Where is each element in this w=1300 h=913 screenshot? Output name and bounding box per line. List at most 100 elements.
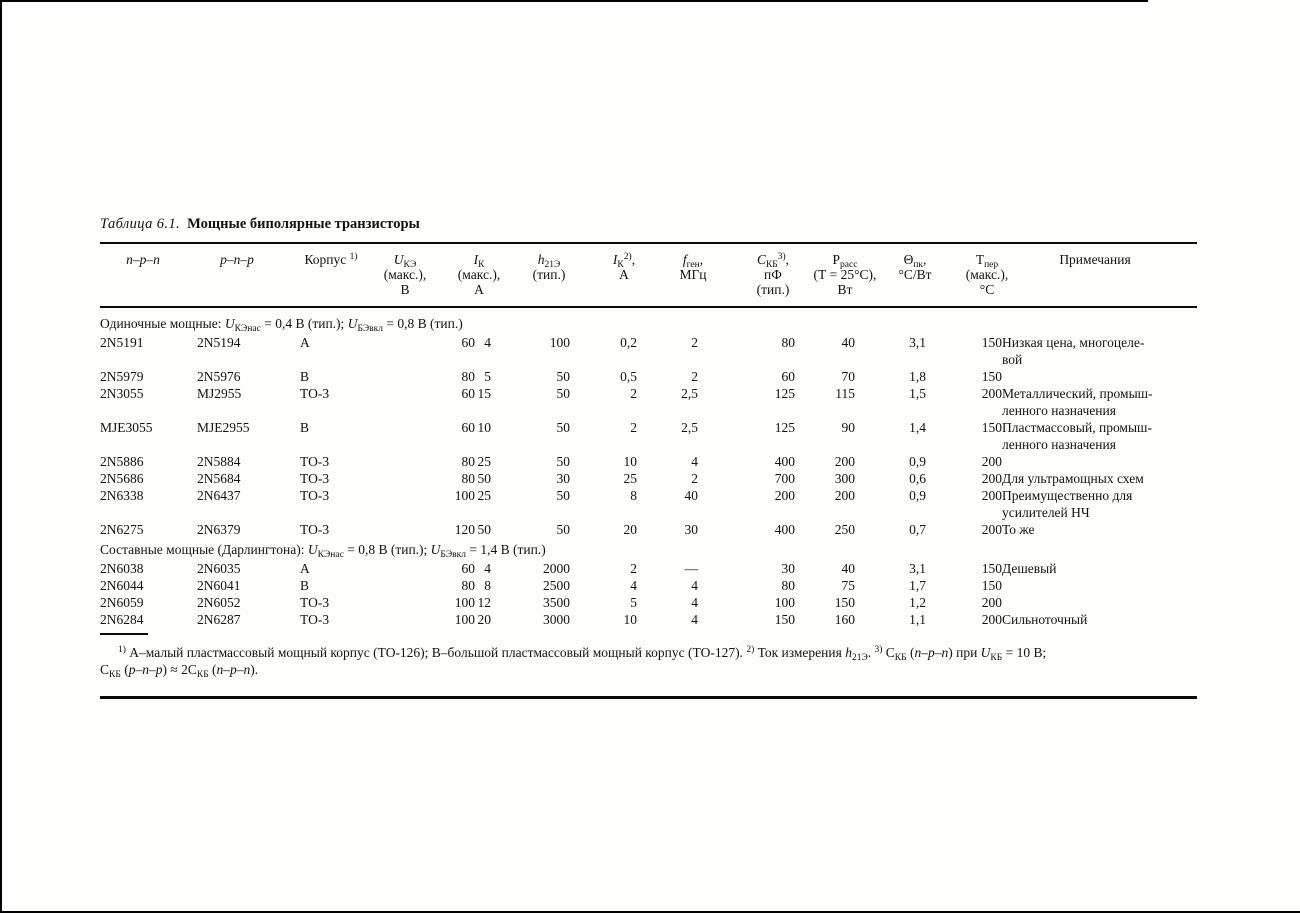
table-cell: ТО-3 bbox=[300, 454, 330, 469]
table-header-row: n–p–n p–n–p Корпус 1) UКЭ (макс.), В IК (ма… bbox=[0, 252, 1300, 306]
table-cell: 2 bbox=[691, 369, 698, 384]
table-row: 2N6275 2N6379 ТО-3 120 50 50 20 30 400 250 0,7 200 Т… bbox=[100, 521, 1197, 538]
table-cell: 4 bbox=[630, 578, 637, 593]
table-cell: 2N5194 bbox=[197, 335, 241, 350]
table-row: 2N6044 2N6041 В 80 8 2500 4 4 80 75 1,7 150 bbox=[100, 577, 1197, 594]
footnote: 1) А–малый пластмассовый мощный корпус (… bbox=[100, 645, 1047, 680]
table-cell: 20 bbox=[477, 612, 492, 627]
table-cell: 2N5886 bbox=[100, 454, 144, 469]
col-header-notes: Примечания bbox=[1059, 252, 1131, 267]
table-cell: 1,8 bbox=[909, 369, 926, 384]
table-cell: 2N6041 bbox=[197, 578, 241, 593]
table-cell: То же bbox=[1002, 522, 1035, 537]
table-cell: 0,9 bbox=[909, 488, 926, 503]
table-cell: 200 bbox=[774, 488, 795, 503]
table-cell: 2500 bbox=[543, 578, 570, 593]
table-cell: 150 bbox=[981, 578, 1002, 593]
table-cell: 100 bbox=[454, 595, 475, 610]
table-cell: 0,9 bbox=[909, 454, 926, 469]
section-header-label: Одиночные мощные: UКЭнас = 0,4 В (тип.);… bbox=[100, 316, 463, 334]
table-cell: 80 bbox=[781, 335, 796, 350]
table-cell: В bbox=[300, 369, 310, 384]
table-cell: 2N6338 bbox=[100, 488, 144, 503]
table-cell: В bbox=[300, 578, 310, 593]
table-cell: ТО-3 bbox=[300, 386, 330, 401]
table-cell: ТО-3 bbox=[300, 488, 330, 503]
table-cell: 100 bbox=[454, 488, 475, 503]
table-cell: 150 bbox=[981, 369, 1002, 384]
table-cell: 3,1 bbox=[909, 335, 926, 350]
table-row: 2N6338 2N6437 ТО-3 100 25 50 8 40 200 200 0,9 200 Пр… bbox=[100, 487, 1197, 521]
table-cell: 50 bbox=[556, 522, 571, 537]
table-cell: 60 bbox=[461, 335, 476, 350]
table-cell: 2N6437 bbox=[197, 488, 241, 503]
table-cell: 4 bbox=[484, 561, 491, 576]
table-cell: 80 bbox=[461, 578, 476, 593]
table-cell: 200 bbox=[981, 612, 1002, 627]
table-cell: 1,5 bbox=[909, 386, 926, 401]
table-cell: 12 bbox=[477, 595, 492, 610]
table-cell: ТО-3 bbox=[300, 471, 330, 486]
col-header-fgen: fген, МГц bbox=[679, 252, 707, 282]
col-header-ik-meas: IК2), А bbox=[612, 252, 636, 282]
col-header-tper: Тпер (макс.), °С bbox=[965, 252, 1009, 297]
table-cell: 200 bbox=[981, 488, 1002, 503]
table-cell: 50 bbox=[556, 454, 571, 469]
table-cell: 60 bbox=[461, 386, 476, 401]
table-cell: 4 bbox=[484, 335, 491, 350]
table-cell: 50 bbox=[556, 488, 571, 503]
rule-top bbox=[100, 242, 1197, 244]
table-cell: 80 bbox=[461, 454, 476, 469]
table-cell: 80 bbox=[461, 471, 476, 486]
table-cell: 400 bbox=[774, 522, 795, 537]
table-cell: 4 bbox=[691, 454, 698, 469]
table-cell: ТО-3 bbox=[300, 522, 330, 537]
col-header-case: Корпус 1) bbox=[304, 252, 358, 267]
table-cell: 8 bbox=[484, 578, 491, 593]
table-cell: 5 bbox=[630, 595, 637, 610]
table-cell: 2 bbox=[630, 561, 637, 576]
table-caption: Мощные биполярные транзисторы bbox=[187, 216, 420, 232]
table-cell: Низкая цена, многоцеле-вой bbox=[1002, 335, 1145, 367]
table-cell: 4 bbox=[691, 595, 698, 610]
table-cell: 150 bbox=[834, 595, 855, 610]
table-cell: 40 bbox=[684, 488, 699, 503]
table-cell: 3000 bbox=[543, 612, 570, 627]
table-cell: 1,1 bbox=[909, 612, 926, 627]
table-cell: 0,2 bbox=[620, 335, 637, 350]
table-cell: 4 bbox=[691, 578, 698, 593]
table-row: 2N6038 2N6035 А 60 4 2000 2 — 30 40 3,1 150 Дешевый bbox=[100, 560, 1197, 577]
table-cell: Сильноточный bbox=[1002, 612, 1088, 627]
table-cell: 2 bbox=[691, 335, 698, 350]
table-cell: MJ2955 bbox=[197, 386, 242, 401]
table-cell: Дешевый bbox=[1002, 561, 1057, 576]
table-number: Таблица 6.1. bbox=[100, 216, 181, 232]
table-cell: 200 bbox=[981, 454, 1002, 469]
table-cell: 200 bbox=[834, 488, 855, 503]
table-cell: 25 bbox=[623, 471, 638, 486]
table-cell: 125 bbox=[774, 420, 795, 435]
table-cell: 90 bbox=[841, 420, 856, 435]
scan-edge-left bbox=[0, 0, 2, 913]
table-row: 2N5979 2N5976 В 80 5 50 0,5 2 60 70 1,8 150 bbox=[100, 368, 1197, 385]
table-cell: 40 bbox=[841, 335, 856, 350]
table-cell: Металлический, промыш-ленного назначения bbox=[1002, 386, 1153, 418]
table-cell: 100 bbox=[774, 595, 795, 610]
col-header-ckb: СКБ3), пФ (тип.) bbox=[756, 252, 790, 297]
table-cell: 2 bbox=[630, 386, 637, 401]
table-cell: 120 bbox=[454, 522, 475, 537]
table-cell: 2N5884 bbox=[197, 454, 241, 469]
section-header-row: Составные мощные (Дарлингтона): UКЭнас =… bbox=[100, 538, 1197, 560]
table-cell: 250 bbox=[834, 522, 855, 537]
table-cell: 2,5 bbox=[681, 386, 698, 401]
table-cell: 75 bbox=[841, 578, 856, 593]
table-cell: 115 bbox=[835, 386, 855, 401]
table-cell: 700 bbox=[774, 471, 795, 486]
table-cell: 2N5684 bbox=[197, 471, 241, 486]
table-cell: 50 bbox=[477, 471, 492, 486]
table-cell: 0,7 bbox=[909, 522, 926, 537]
table-cell: 125 bbox=[774, 386, 795, 401]
table-cell: 10 bbox=[623, 612, 638, 627]
table-cell: 15 bbox=[477, 386, 492, 401]
